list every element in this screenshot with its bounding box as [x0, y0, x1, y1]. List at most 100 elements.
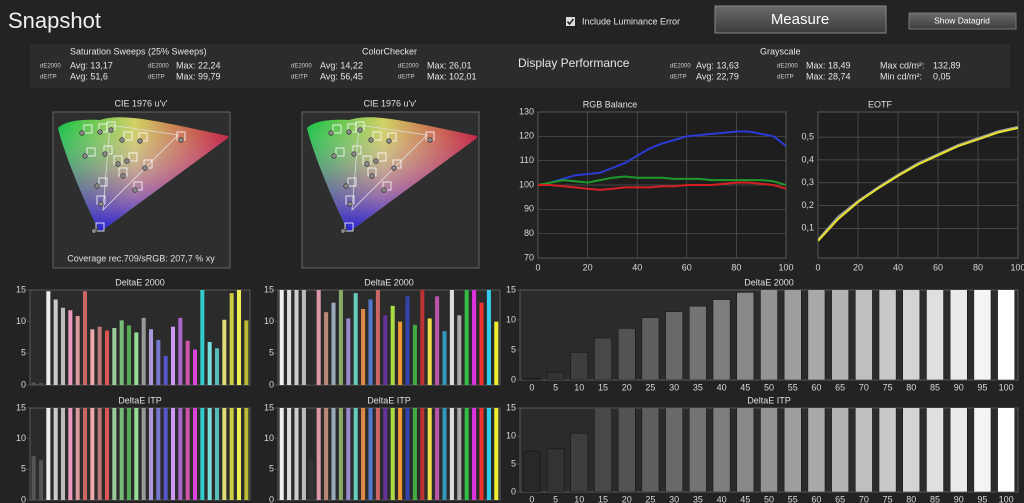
x-tick-label: 80 — [906, 494, 916, 503]
x-tick-label: 0 — [815, 262, 820, 272]
x-tick-label: 40 — [632, 262, 642, 272]
rec709-triangle — [351, 124, 428, 212]
bar — [831, 290, 849, 380]
target-marker — [128, 152, 138, 162]
x-tick-label: 100 — [999, 382, 1014, 392]
x-tick-label: 40 — [717, 494, 727, 503]
series-line — [538, 130, 786, 186]
chart-title: DeltaE 2000 — [364, 277, 414, 287]
measured-marker — [142, 165, 148, 171]
bar — [279, 408, 284, 500]
bar — [38, 460, 44, 500]
bar — [361, 309, 366, 385]
bar — [855, 408, 873, 492]
bar — [807, 290, 826, 380]
bar — [346, 318, 351, 385]
bar — [479, 408, 484, 500]
x-tick-label: 95 — [977, 494, 987, 503]
datagrid-label[interactable]: Show Datagrid — [934, 15, 990, 25]
bar — [783, 408, 802, 492]
bar — [855, 290, 873, 380]
bar — [178, 317, 183, 385]
plot-area — [29, 407, 251, 501]
bar — [126, 408, 132, 500]
x-tick-label: 100 — [778, 262, 793, 272]
chart-title: DeltaE 2000 — [115, 277, 165, 287]
bar — [665, 408, 683, 492]
bar — [486, 408, 491, 500]
target-marker — [352, 145, 362, 155]
series-line — [538, 181, 786, 191]
metric-label: dEITP — [291, 75, 308, 81]
bar — [31, 382, 36, 385]
y-tick-label: 100 — [519, 179, 534, 189]
measure-label[interactable]: Measure — [771, 11, 829, 28]
bar — [82, 291, 88, 385]
metric-label: dE2000 — [670, 64, 691, 70]
chart-title: RGB Balance — [583, 99, 638, 109]
measured-marker — [343, 183, 349, 189]
x-tick-label: 85 — [930, 382, 940, 392]
measured-marker — [346, 129, 352, 135]
bar — [783, 290, 802, 380]
measured-marker — [386, 138, 392, 144]
bar — [594, 408, 612, 492]
x-tick-label: 10 — [574, 382, 584, 392]
chart-title: DeltaE ITP — [367, 395, 411, 405]
cie-title: CIE 1976 u'v' — [115, 98, 168, 108]
bar — [156, 340, 161, 385]
x-tick-label: 70 — [859, 382, 869, 392]
bar — [236, 408, 242, 500]
bar — [170, 326, 176, 385]
measured-marker — [357, 127, 363, 133]
bar — [523, 377, 541, 380]
bar — [294, 408, 299, 500]
x-tick-label: 5 — [553, 494, 558, 503]
x-tick-label: 80 — [731, 262, 741, 272]
metric-value: Avg: 56,45 — [320, 71, 363, 81]
bar — [207, 408, 212, 500]
measured-marker — [340, 228, 346, 234]
bar — [435, 296, 440, 385]
y-tick-label: 0 — [269, 379, 274, 389]
bar — [641, 317, 660, 380]
bar — [902, 408, 921, 492]
target-marker — [138, 132, 148, 142]
bar — [361, 408, 366, 500]
x-tick-label: 45 — [740, 494, 750, 503]
measure-button[interactable] — [714, 5, 887, 34]
x-tick-label: 90 — [954, 382, 964, 392]
bar — [997, 408, 1015, 492]
datagrid-button[interactable] — [908, 12, 1017, 30]
bar — [148, 329, 154, 385]
y-tick-label: 10 — [264, 433, 274, 443]
bar — [997, 290, 1015, 380]
metric-label: dEITP — [398, 75, 415, 81]
bar — [375, 290, 380, 385]
y-tick-label: 5 — [269, 348, 274, 358]
y-tick-label: 10 — [264, 316, 274, 326]
bar — [104, 330, 110, 385]
bar — [486, 290, 491, 385]
checkbox[interactable] — [566, 17, 575, 26]
x-tick-label: 70 — [859, 494, 869, 503]
bar — [926, 290, 944, 380]
bar — [949, 408, 968, 492]
x-tick-label: 95 — [977, 382, 987, 392]
metric-label: dEITP — [40, 75, 57, 81]
bar — [383, 315, 388, 385]
x-tick-label: 65 — [835, 382, 845, 392]
checkbox-label[interactable]: Include Luminance Error — [582, 16, 680, 26]
metric-value: 132,89 — [933, 60, 961, 70]
measured-marker — [102, 151, 108, 157]
metric-label: dE2000 — [398, 64, 419, 70]
y-tick-label: 0 — [21, 494, 26, 503]
y-tick-label: 0,1 — [801, 223, 814, 233]
y-tick-label: 5 — [511, 458, 516, 468]
target-marker — [133, 181, 143, 191]
bar — [523, 450, 541, 492]
bar — [141, 408, 146, 500]
bar — [38, 383, 44, 385]
measured-marker — [108, 127, 114, 133]
